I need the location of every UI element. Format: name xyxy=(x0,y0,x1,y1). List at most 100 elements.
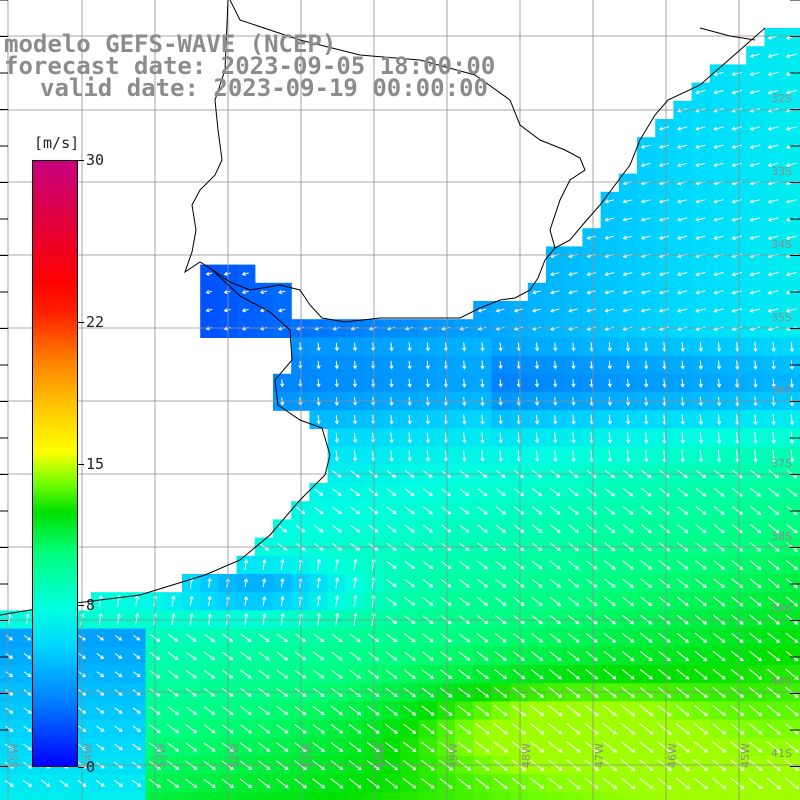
wind-arrow xyxy=(5,671,14,678)
wind-arrow xyxy=(586,235,596,240)
wind-arrow xyxy=(23,725,32,732)
wind-arrow xyxy=(513,560,525,570)
wind-arrow xyxy=(25,613,30,625)
wind-arrow xyxy=(371,342,376,352)
wind-arrow xyxy=(695,162,706,168)
wind-arrow xyxy=(422,506,433,515)
wind-arrow xyxy=(640,290,651,295)
wind-arrow xyxy=(694,596,707,607)
wind-arrow xyxy=(384,741,399,753)
wind-arrow xyxy=(167,669,179,679)
wind-arrow xyxy=(695,126,706,131)
wind-arrow xyxy=(549,614,562,625)
wind-arrow xyxy=(622,578,634,588)
wind-arrow xyxy=(475,741,490,753)
wind-arrow xyxy=(98,594,103,607)
wind-arrow xyxy=(440,615,452,625)
wind-arrow xyxy=(735,360,740,370)
wind-arrow xyxy=(276,651,288,661)
wind-arrow xyxy=(262,595,267,606)
wind-arrow xyxy=(694,632,708,643)
wind-arrow xyxy=(771,378,776,389)
lat-label: 40S xyxy=(771,675,792,688)
wind-arrow xyxy=(626,450,631,463)
wind-arrow xyxy=(132,725,141,732)
wind-arrow xyxy=(730,650,744,662)
wind-arrow xyxy=(475,705,490,717)
wind-arrow xyxy=(639,650,653,662)
wind-arrow xyxy=(353,432,358,444)
wind-arrow xyxy=(512,651,526,661)
wind-cell xyxy=(709,792,729,800)
wind-arrow xyxy=(677,217,688,222)
wind-arrow xyxy=(695,290,706,295)
wind-arrow xyxy=(549,578,562,588)
wind-arrow xyxy=(402,741,417,753)
wind-arrow xyxy=(493,723,508,735)
wind-arrow xyxy=(475,777,490,789)
wind-arrow xyxy=(295,524,306,533)
wind-arrow xyxy=(785,199,797,204)
wind-cell xyxy=(91,792,110,800)
wind-arrow xyxy=(603,596,616,607)
wind-arrow xyxy=(278,290,286,295)
wind-arrow xyxy=(458,560,470,570)
wind-arrow xyxy=(312,669,325,679)
wind-arrow xyxy=(767,126,779,131)
wind-arrow xyxy=(240,669,252,679)
wind-arrow xyxy=(402,778,417,789)
wind-arrow xyxy=(462,342,467,352)
wind-arrow xyxy=(59,779,69,787)
wind-arrow xyxy=(280,558,285,571)
wind-arrow xyxy=(675,704,690,717)
wind-arrow xyxy=(221,742,234,752)
wind-arrow xyxy=(786,523,798,534)
wind-arrow xyxy=(403,705,417,716)
wind-cell xyxy=(200,792,219,800)
wind-arrow xyxy=(680,378,685,388)
wind-arrow xyxy=(204,633,215,642)
wind-arrow xyxy=(366,741,380,753)
wind-arrow xyxy=(731,578,744,589)
wind-arrow xyxy=(658,524,671,534)
wind-arrow xyxy=(316,577,321,588)
wind-arrow xyxy=(713,126,724,131)
wind-arrow xyxy=(568,290,578,295)
wind-arrow xyxy=(114,743,123,751)
wind-arrow xyxy=(567,651,580,661)
lat-label: 34S xyxy=(771,238,792,251)
wind-arrow xyxy=(203,669,216,679)
wind-arrow xyxy=(749,523,762,534)
wind-arrow xyxy=(312,724,325,734)
wind-arrow xyxy=(730,632,744,643)
wind-arrow xyxy=(403,633,416,643)
wind-arrow xyxy=(767,596,780,607)
wind-arrow xyxy=(695,308,706,313)
wind-arrow xyxy=(480,360,485,370)
wind-arrow xyxy=(476,651,489,661)
wind-arrow xyxy=(386,524,397,533)
wind-arrow xyxy=(439,741,454,753)
wind-arrow xyxy=(698,432,704,444)
wind-cell xyxy=(509,792,529,800)
wind-arrow xyxy=(422,633,434,643)
wind-arrow xyxy=(658,144,669,149)
wind-arrow xyxy=(352,342,358,352)
wind-arrow xyxy=(440,651,453,661)
wind-arrow xyxy=(531,524,543,533)
wind-arrow xyxy=(185,706,198,715)
wind-arrow xyxy=(693,704,708,717)
wind-arrow xyxy=(553,342,558,352)
wind-arrow xyxy=(404,615,416,624)
wind-arrow xyxy=(644,414,649,425)
wind-arrow xyxy=(567,596,580,607)
wind-arrow xyxy=(731,308,743,313)
wind-arrow xyxy=(512,633,525,643)
wind-arrow xyxy=(749,126,761,131)
wind-arrow xyxy=(458,651,471,661)
wind-cell xyxy=(54,792,74,800)
wind-arrow xyxy=(134,612,140,626)
wind-arrow xyxy=(620,777,636,790)
wind-arrow xyxy=(785,614,799,625)
